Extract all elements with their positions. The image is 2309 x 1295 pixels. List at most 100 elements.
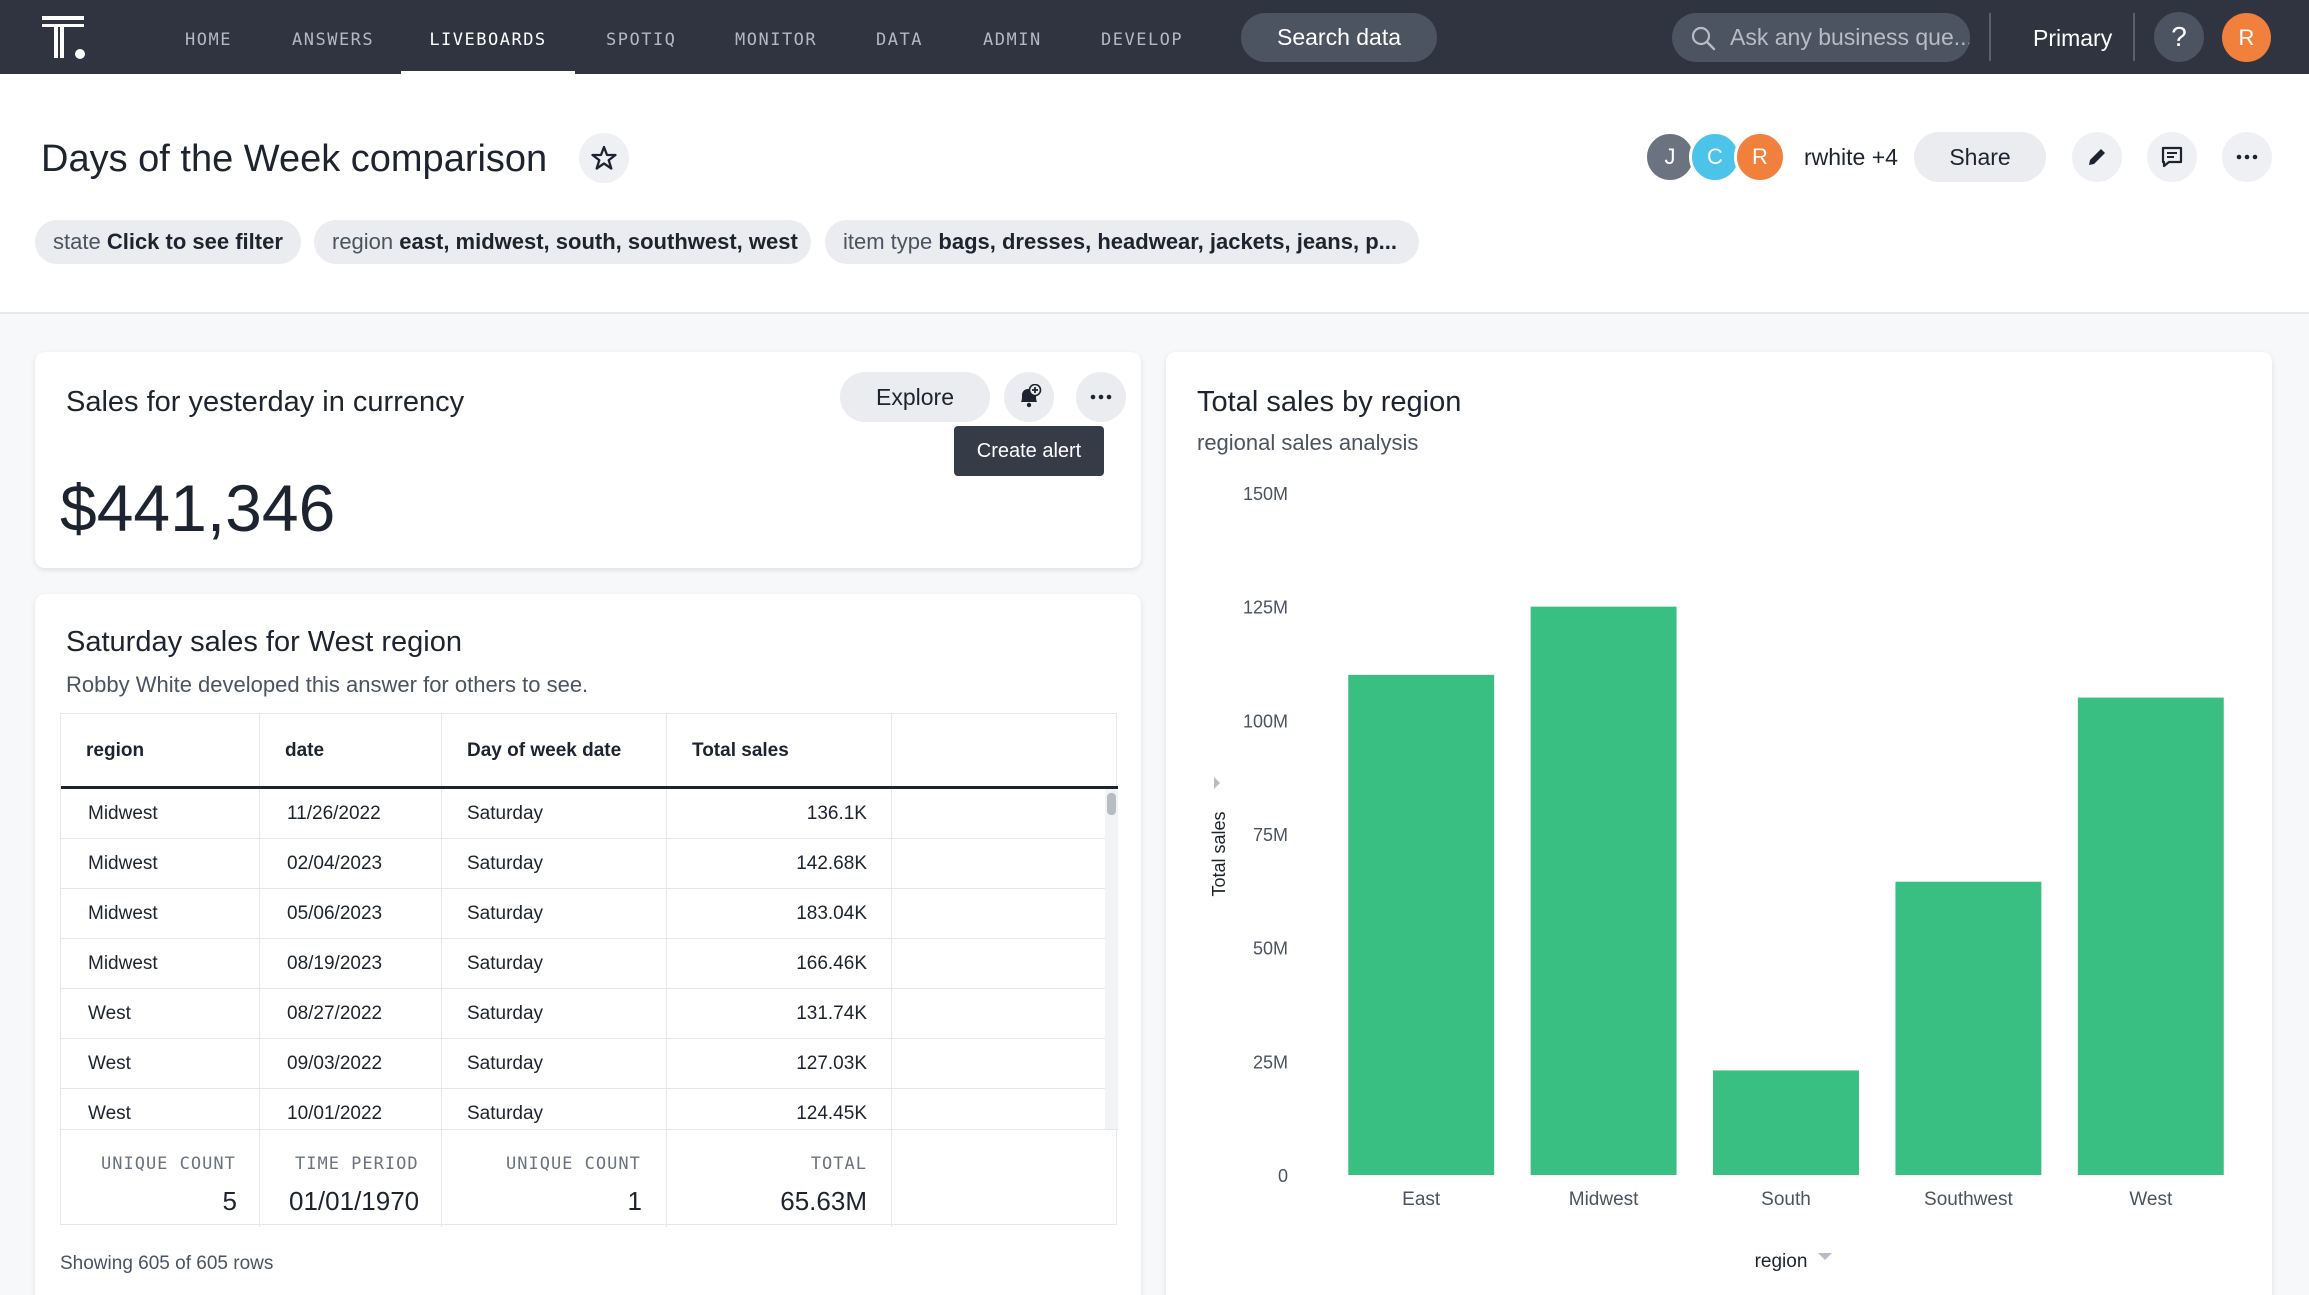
- y-axis-label: Total sales: [1209, 811, 1229, 896]
- bar-chart: 0 25M 50M 75M 100M 125M 150M Total sales East Mid…: [1209, 484, 2224, 1272]
- user-avatar[interactable]: R: [2222, 13, 2271, 62]
- create-alert-button[interactable]: [1004, 372, 1054, 422]
- nav-develop[interactable]: DEVELOP: [1101, 30, 1184, 50]
- nav-liveboards[interactable]: LIVEBOARDS: [401, 0, 575, 74]
- summary-cell: TOTAL 65.63M: [667, 1130, 892, 1227]
- x-tick-label: Southwest: [1924, 1189, 2013, 1210]
- more-options-button[interactable]: [2222, 132, 2272, 182]
- filter-key: item type: [843, 229, 933, 254]
- y-axis-caret-icon: [1214, 777, 1220, 789]
- chart-card-title: Total sales by region: [1197, 386, 1462, 418]
- more-horizontal-icon: [1090, 394, 1112, 400]
- help-button[interactable]: ?: [2154, 12, 2204, 62]
- y-tick-label: 0: [1278, 1166, 1288, 1186]
- header-divider: [61, 786, 1118, 789]
- filter-chip-item-type[interactable]: item type bags, dresses, headwear, jacke…: [825, 220, 1419, 264]
- bar-east[interactable]: [1348, 674, 1495, 1175]
- nav-answers[interactable]: ANSWERS: [292, 30, 375, 50]
- search-icon: [1691, 26, 1716, 51]
- summary-value: 65.63M: [780, 1186, 867, 1216]
- table-cell: 09/03/2022: [260, 1039, 442, 1089]
- edit-button[interactable]: [2072, 132, 2122, 182]
- summary-value: 1: [627, 1186, 642, 1216]
- kpi-more-button[interactable]: [1076, 372, 1126, 422]
- table-cell: Saturday: [442, 939, 667, 989]
- table-row[interactable]: West 09/03/2022 Saturday 127.03K: [61, 1039, 1105, 1089]
- x-axis-label: region: [1755, 1251, 1808, 1272]
- column-header-date[interactable]: date: [260, 714, 442, 788]
- nav-monitor[interactable]: MONITOR: [735, 30, 818, 50]
- y-tick-label: 150M: [1243, 484, 1288, 504]
- table-row[interactable]: Midwest 08/19/2023 Saturday 166.46K: [61, 939, 1105, 989]
- page-title: Days of the Week comparison: [41, 138, 548, 180]
- collaborator-avatar[interactable]: J: [1644, 131, 1696, 183]
- table-cell: 11/26/2022: [260, 789, 442, 839]
- table-row[interactable]: Midwest 05/06/2023 Saturday 183.04K: [61, 889, 1105, 939]
- table-cell: Midwest: [61, 939, 260, 989]
- bar-south[interactable]: [1713, 1070, 1859, 1175]
- nav-home[interactable]: HOME: [185, 30, 232, 50]
- search-data-button[interactable]: Search data: [1241, 13, 1437, 62]
- table-cell: Midwest: [61, 789, 260, 839]
- table-card-title: Saturday sales for West region: [66, 626, 462, 658]
- y-tick-label: 50M: [1253, 939, 1288, 959]
- thoughtspot-logo-icon[interactable]: [40, 12, 90, 62]
- collaborator-avatar[interactable]: C: [1689, 131, 1741, 183]
- summary-label: UNIQUE COUNT: [506, 1154, 641, 1174]
- bell-plus-icon: [1021, 384, 1042, 408]
- kpi-value: $441,346: [60, 471, 336, 545]
- summary-value: 5: [222, 1186, 237, 1216]
- comments-button[interactable]: [2147, 132, 2197, 182]
- collaborator-count[interactable]: rwhite +4: [1804, 144, 1898, 170]
- filter-chip-region[interactable]: region east, midwest, south, southwest, …: [314, 220, 811, 264]
- table-cell: 142.68K: [667, 839, 892, 889]
- nav-divider: [2133, 13, 2135, 61]
- table-cell: [892, 839, 1105, 889]
- table-cell: Saturday: [442, 839, 667, 889]
- kpi-card-title: Sales for yesterday in currency: [66, 386, 465, 418]
- table-row[interactable]: Midwest 02/04/2023 Saturday 142.68K: [61, 839, 1105, 889]
- nav-data[interactable]: DATA: [876, 30, 923, 50]
- table-cell: 10/01/2022: [260, 1089, 442, 1129]
- org-switcher[interactable]: Primary: [2033, 25, 2113, 51]
- column-header-region[interactable]: region: [61, 714, 260, 788]
- y-tick-label: 125M: [1243, 598, 1288, 618]
- filter-key: state: [53, 229, 101, 254]
- scrollbar-thumb[interactable]: [1107, 793, 1116, 815]
- nav-spotiq[interactable]: SPOTIQ: [606, 30, 677, 50]
- filter-chip-state[interactable]: state Click to see filter: [35, 220, 301, 264]
- table-summary-footer: UNIQUE COUNT 5 TIME PERIOD 01/01/1970 UN…: [61, 1129, 1118, 1227]
- table-cell: 08/19/2023: [260, 939, 442, 989]
- table-row[interactable]: Midwest 11/26/2022 Saturday 136.1K: [61, 789, 1105, 839]
- table-scrollbar[interactable]: [1105, 789, 1118, 1129]
- bar-midwest[interactable]: [1530, 606, 1677, 1175]
- y-tick-label: 25M: [1253, 1052, 1288, 1072]
- table-cell: [892, 939, 1105, 989]
- filter-value: bags, dresses, headwear, jackets, jeans,…: [938, 229, 1397, 254]
- table-cell: West: [61, 1089, 260, 1129]
- y-tick-label: 75M: [1253, 825, 1288, 845]
- table-cell: West: [61, 989, 260, 1039]
- summary-cell: UNIQUE COUNT 5: [61, 1130, 260, 1227]
- bar-west[interactable]: [2077, 697, 2224, 1175]
- explore-button[interactable]: Explore: [840, 372, 990, 422]
- table-card-subtitle: Robby White developed this answer for ot…: [66, 672, 589, 697]
- share-button[interactable]: Share: [1914, 132, 2046, 182]
- nav-admin[interactable]: ADMIN: [983, 30, 1042, 50]
- ask-search-input[interactable]: Ask any business que...: [1672, 13, 1970, 62]
- y-tick-label: 100M: [1243, 711, 1288, 731]
- favorite-button[interactable]: [579, 133, 629, 183]
- column-header-day-of-week[interactable]: Day of week date: [442, 714, 667, 788]
- x-tick-label: South: [1761, 1189, 1811, 1210]
- collaborator-avatar[interactable]: R: [1734, 131, 1786, 183]
- filter-value: Click to see filter: [106, 229, 283, 254]
- table-row[interactable]: West 10/01/2022 Saturday 124.45K: [61, 1089, 1105, 1129]
- table-row[interactable]: West 08/27/2022 Saturday 131.74K: [61, 989, 1105, 1039]
- table-cell: 02/04/2023: [260, 839, 442, 889]
- table-cell: 166.46K: [667, 939, 892, 989]
- table-cell: 124.45K: [667, 1089, 892, 1129]
- table-cell: Saturday: [442, 789, 667, 839]
- table-cell: 127.03K: [667, 1039, 892, 1089]
- column-header-total-sales[interactable]: Total sales: [667, 714, 892, 788]
- bar-southwest[interactable]: [1895, 881, 2042, 1175]
